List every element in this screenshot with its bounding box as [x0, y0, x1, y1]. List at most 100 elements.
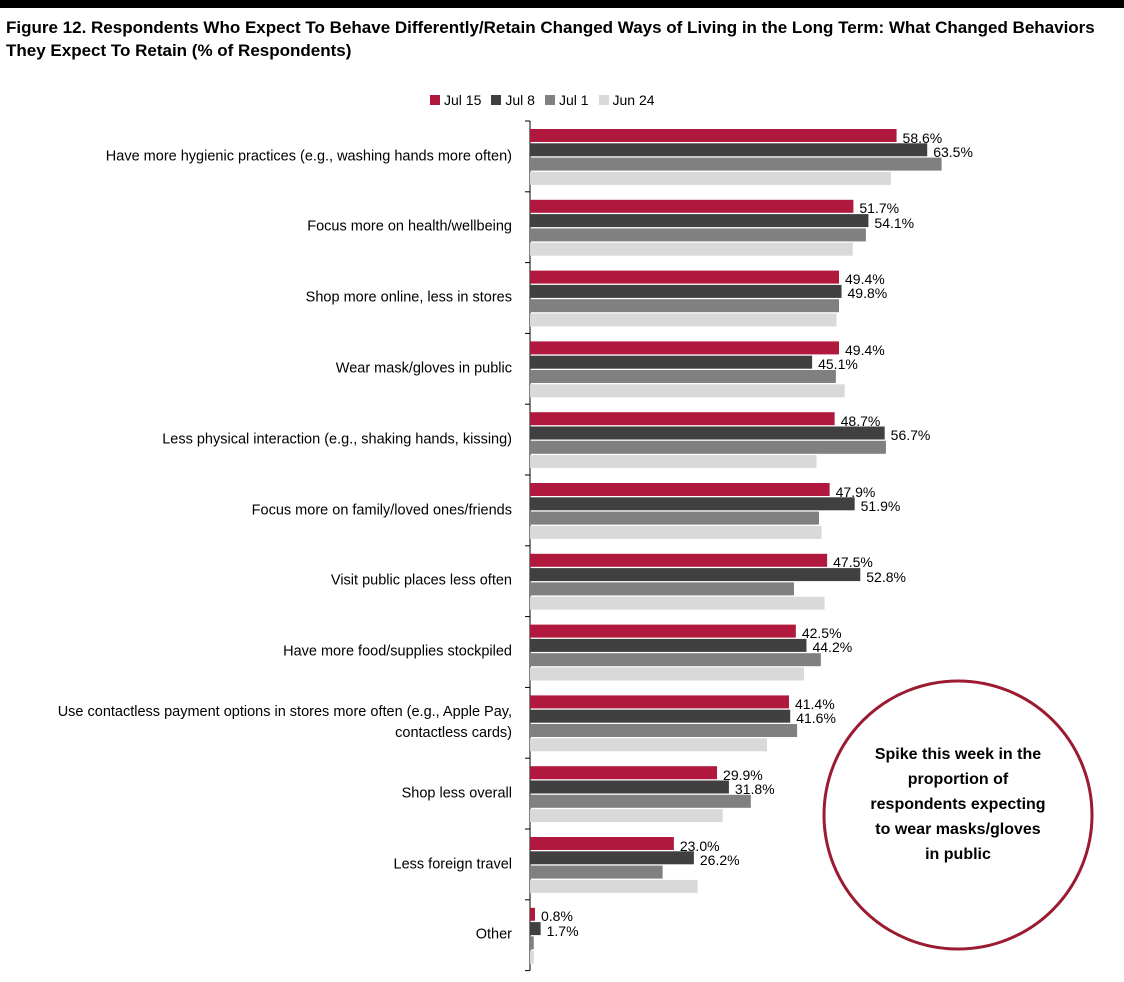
value-label: 52.8% — [866, 568, 906, 585]
value-label: 29.9% — [723, 766, 763, 783]
bar — [530, 525, 822, 539]
bar — [530, 794, 751, 808]
value-label: 41.4% — [794, 695, 835, 712]
legend-swatch — [598, 95, 609, 105]
bar — [530, 440, 886, 454]
bar — [530, 568, 861, 582]
bar — [530, 497, 855, 511]
value-label: 56.7% — [890, 427, 931, 443]
bar — [530, 426, 885, 440]
bar — [530, 355, 813, 369]
category-label: Use contactless payment options in store… — [57, 704, 512, 741]
category-label: Less physical interaction (e.g., shaking… — [162, 431, 512, 448]
value-label: 49.4% — [845, 271, 885, 288]
legend-label: Jun 24 — [612, 92, 655, 108]
bar — [530, 879, 698, 893]
bar — [530, 936, 534, 950]
legend-item: Jun 24 — [598, 92, 655, 108]
bar — [530, 412, 835, 426]
bar — [530, 370, 836, 383]
value-label: 45.1% — [818, 356, 858, 373]
bar — [530, 837, 674, 850]
bar — [530, 709, 791, 723]
category-label: Shop more online, less in stores — [305, 289, 512, 306]
category-label: Other — [475, 926, 512, 943]
bar — [530, 624, 796, 638]
value-label: 49.8% — [847, 285, 888, 302]
category-label: Less foreign travel — [393, 856, 512, 873]
bar — [530, 724, 798, 737]
bar — [530, 199, 854, 213]
bar — [530, 780, 729, 794]
annotation-circle — [822, 679, 1094, 951]
bar — [530, 511, 819, 525]
bar — [530, 228, 866, 242]
value-label: 41.6% — [796, 710, 836, 727]
bar — [530, 284, 842, 298]
value-label: 47.5% — [833, 554, 873, 571]
bar — [530, 242, 853, 256]
value-label: 58.6% — [902, 129, 943, 146]
value-label: 49.4% — [845, 341, 885, 358]
bar — [530, 653, 821, 667]
bar — [530, 865, 663, 879]
value-label: 51.9% — [860, 497, 901, 514]
value-label: 42.5% — [801, 625, 842, 642]
bar — [530, 299, 840, 313]
bar — [530, 341, 840, 355]
value-label: 44.2% — [812, 639, 853, 656]
top-rule — [0, 0, 1124, 8]
value-label: 1.7% — [546, 922, 579, 939]
category-label: Wear mask/gloves in public — [335, 360, 512, 377]
bar — [530, 313, 837, 327]
bar — [530, 455, 817, 469]
value-label: 51.7% — [859, 200, 900, 217]
value-label: 48.7% — [840, 412, 881, 429]
legend-swatch — [491, 95, 502, 105]
value-label: 23.0% — [679, 837, 720, 854]
category-label: Have more food/supplies stockpiled — [283, 643, 512, 660]
bar — [530, 851, 694, 865]
bar — [530, 667, 804, 681]
bar — [530, 157, 942, 171]
value-label: 31.8% — [734, 781, 775, 797]
bar — [530, 270, 840, 284]
bar — [530, 483, 830, 496]
legend-label: Jul 1 — [558, 92, 589, 108]
category-label: Focus more on family/loved ones/friends — [251, 502, 512, 519]
legend-label: Jul 15 — [444, 92, 482, 108]
legend-swatch — [430, 95, 440, 105]
bar — [530, 143, 928, 157]
value-label: 0.8% — [541, 908, 573, 925]
bar — [530, 809, 723, 823]
legend-item: Jul 8 — [491, 92, 535, 108]
bar — [530, 766, 718, 780]
chart-title: Figure 12. Respondents Who Expect To Beh… — [6, 18, 1095, 60]
bar — [530, 214, 869, 228]
bar — [530, 922, 541, 936]
bar — [530, 695, 789, 709]
value-label: 47.9% — [835, 483, 876, 500]
legend-item: Jul 15 — [430, 92, 481, 108]
category-label: Have more hygienic practices (e.g., wash… — [105, 148, 512, 165]
annotation: Spike this week in the proportion of res… — [870, 746, 1046, 863]
category-label: Visit public places less often — [330, 572, 512, 589]
bar — [530, 596, 825, 610]
legend-label: Jul 8 — [505, 92, 535, 108]
legend-item: Jul 1 — [544, 92, 589, 108]
bar — [530, 384, 845, 398]
value-label: 54.1% — [874, 214, 915, 231]
value-label: 63.5% — [933, 143, 973, 160]
bar — [530, 553, 828, 567]
legend-swatch — [544, 95, 555, 105]
category-label: Shop less overall — [401, 785, 512, 802]
legend: Jul 15 Jul 8 Jul 1 Jun 24 — [430, 92, 655, 108]
bar — [530, 638, 807, 652]
bar — [530, 582, 794, 596]
bar — [530, 950, 534, 964]
bar — [530, 738, 768, 752]
bar — [530, 171, 891, 185]
bar — [530, 907, 536, 921]
